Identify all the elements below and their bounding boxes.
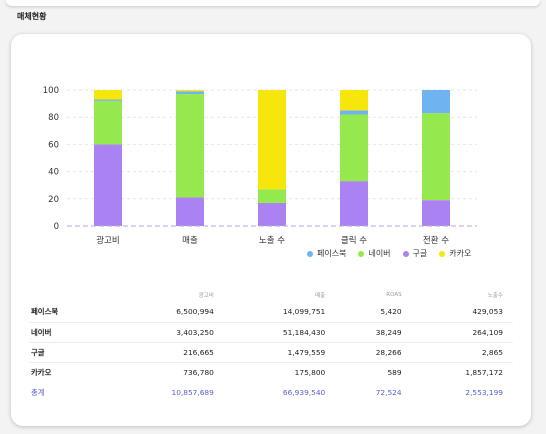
- table-row: 구글 216,665 1,479,559 28,266 2,865: [29, 342, 513, 363]
- total-cell: 2,553,199: [465, 387, 503, 397]
- table-cell: 175,800: [294, 367, 326, 377]
- table-row: 카카오 736,780 175,800 589 1,857,172: [29, 362, 513, 382]
- bar-segment: [422, 113, 450, 201]
- table-row: 페이스북 6,500,994 14,099,751 5,420 429,053: [29, 302, 513, 323]
- table-cell: 589: [387, 367, 402, 377]
- bar-segment: [176, 91, 204, 95]
- legend-swatch: [307, 250, 313, 257]
- table-header-cell: 광고비: [198, 293, 214, 299]
- y-tick-label: 40: [48, 168, 59, 178]
- table-cell: 3,403,250: [112, 322, 224, 343]
- table-cell: 1,857,172: [465, 367, 503, 377]
- bar-segment: [94, 144, 122, 226]
- table-cell: 5,420: [335, 302, 412, 323]
- legend-label: 카카오: [449, 249, 472, 258]
- bar-segment: [340, 90, 368, 111]
- bar-segment: [258, 202, 286, 226]
- y-tick-label: 20: [48, 195, 59, 205]
- bar-segment: [176, 90, 204, 92]
- stacked-bar-chart: 0 20 40 60 80 100 광고비 매출 노출 수 클릭 수 전환 수: [43, 86, 477, 246]
- legend-label: 구글: [412, 249, 428, 258]
- bar-segment: [340, 181, 368, 226]
- y-tick-label: 0: [54, 222, 59, 232]
- y-tick-label: 100: [43, 86, 59, 96]
- legend-item: 네이버: [358, 248, 391, 259]
- legend-swatch: [358, 250, 365, 257]
- x-tick-label: 전환 수: [423, 235, 449, 246]
- y-tick-label: 60: [48, 140, 59, 150]
- x-tick-label: 광고비: [96, 235, 119, 246]
- bar-segment: [176, 197, 204, 226]
- media-stats-table: 광고비 매출 ROAS 노출수 페이스북 6,500,994 14,099,75…: [29, 288, 513, 402]
- total-cell: 72,524: [375, 387, 402, 397]
- media-status-card: 0 20 40 60 80 100 광고비 매출 노출 수 클릭 수 전환 수 페이스북 네이버 구글 카…: [11, 34, 531, 426]
- bar-segment: [340, 114, 368, 182]
- table-header-cell: 매출: [315, 293, 326, 299]
- bar-segment: [258, 189, 286, 203]
- table-cell: 264,109: [411, 322, 513, 343]
- y-tick-label: 80: [48, 113, 59, 123]
- table-cell: 28,266: [335, 342, 412, 363]
- table-cell: 2,865: [411, 342, 513, 363]
- legend-item: 페이스북: [307, 248, 346, 259]
- bar-segment: [422, 200, 450, 226]
- row-label: 구글: [29, 342, 113, 363]
- previous-card-edge: [6, 0, 540, 6]
- table-cell: 1,479,559: [223, 342, 336, 363]
- table-cell: 216,665: [112, 342, 224, 363]
- bar-segment: [94, 90, 122, 100]
- bar-segment: [94, 100, 122, 145]
- legend-item: 카카오: [439, 248, 471, 259]
- row-label: 페이스북: [29, 302, 113, 323]
- x-tick-label: 노출 수: [259, 235, 285, 246]
- legend-label: 네이버: [368, 249, 391, 258]
- table-cell: 429,053: [411, 302, 513, 323]
- row-label: 네이버: [29, 322, 113, 343]
- table-header-row: 광고비 매출 ROAS 노출수: [29, 288, 513, 302]
- table-header-cell: ROAS: [386, 292, 402, 298]
- bar-segment: [422, 90, 450, 114]
- table-header-cell: 노출수: [487, 293, 503, 299]
- legend-swatch: [439, 250, 446, 257]
- bar-segment: [340, 110, 368, 115]
- table-cell: 38,249: [335, 322, 412, 343]
- table-cell: 51,184,430: [223, 322, 336, 343]
- table-cell: 736,780: [183, 367, 214, 377]
- bar-segment: [258, 90, 286, 190]
- total-cell: 10,857,689: [171, 387, 214, 397]
- table-header-cell: [29, 288, 112, 302]
- table-total-row: 총계 10,857,689 66,939,540 72,524 2,553,19…: [29, 382, 513, 402]
- total-label: 총계: [31, 387, 45, 397]
- bar-segment: [94, 99, 122, 101]
- bar-segment: [176, 94, 204, 198]
- chart-legend: 페이스북 네이버 구글 카카오: [307, 248, 471, 259]
- x-tick-label: 클릭 수: [341, 235, 367, 246]
- table-cell: 6,500,994: [112, 302, 224, 323]
- legend-label: 페이스북: [317, 249, 347, 258]
- total-cell: 66,939,540: [282, 387, 326, 397]
- x-tick-label: 매출: [182, 235, 198, 246]
- table-row: 네이버 3,403,250 51,184,430 38,249 264,109: [29, 322, 513, 343]
- legend-item: 구글: [402, 248, 428, 259]
- section-title: 매체현황: [17, 12, 47, 21]
- table-cell: 14,099,751: [223, 302, 336, 323]
- row-label: 카카오: [31, 367, 52, 377]
- legend-swatch: [402, 250, 409, 257]
